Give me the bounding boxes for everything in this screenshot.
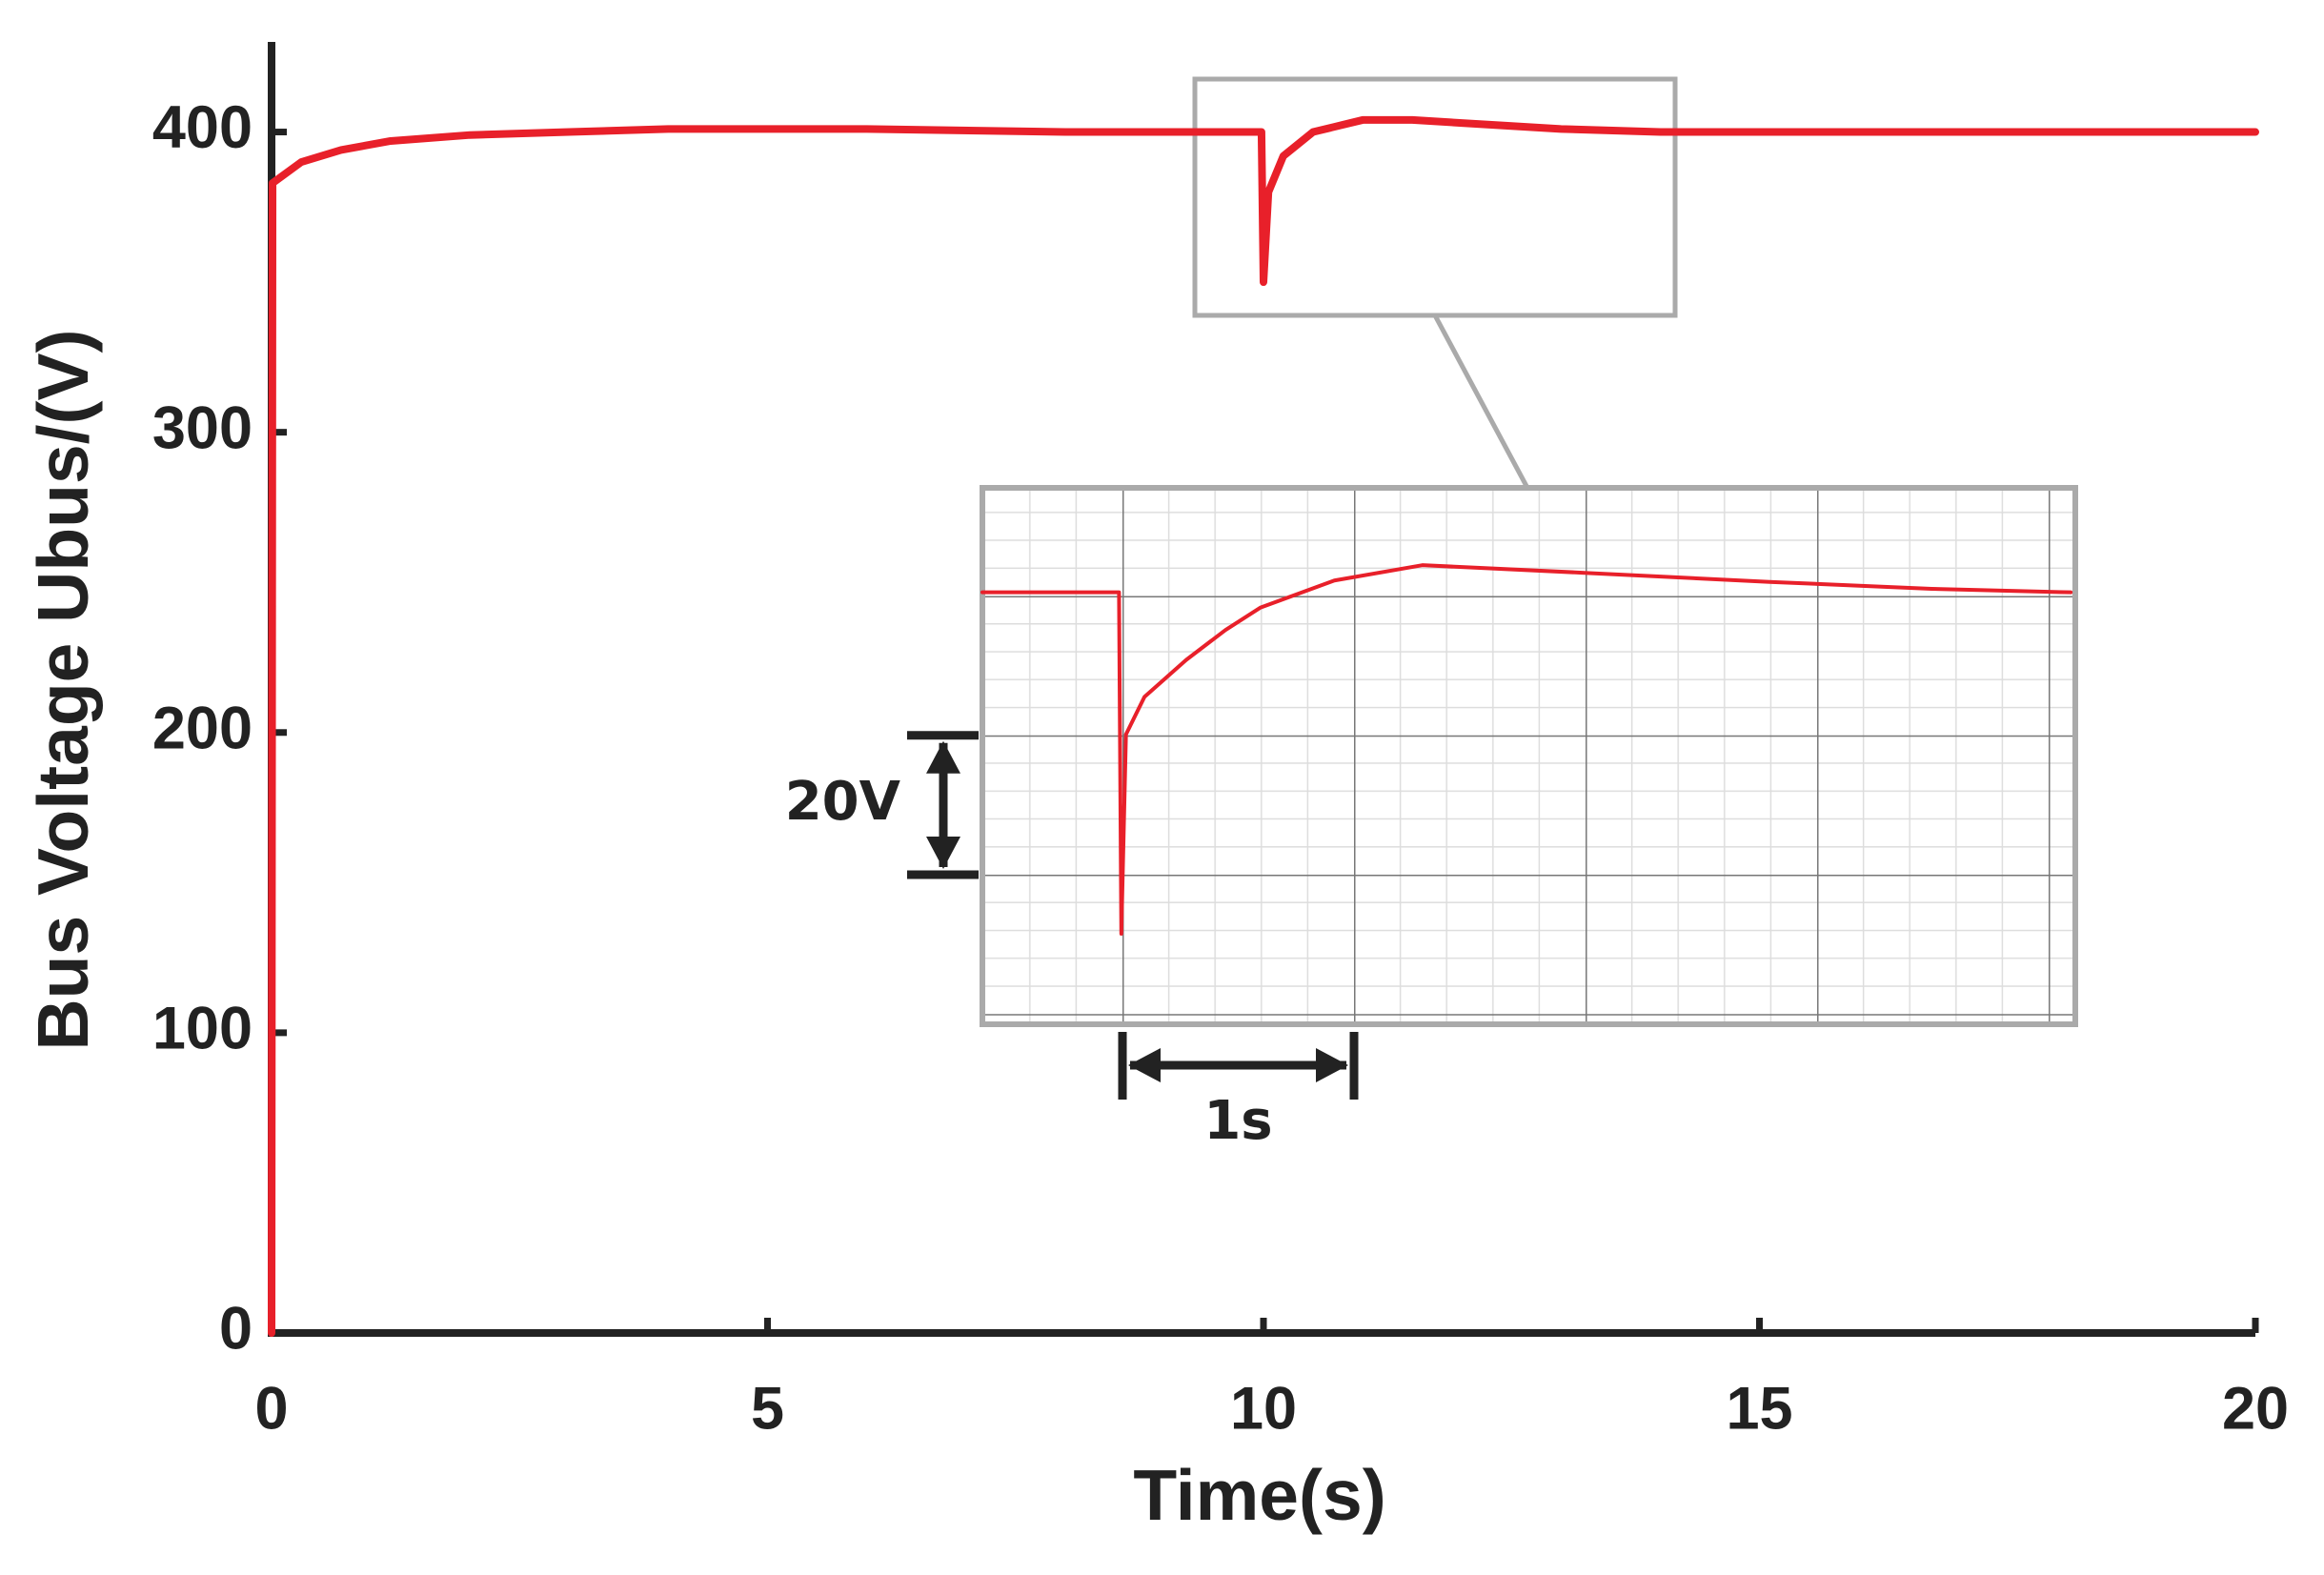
y-tick-label: 400	[152, 94, 253, 161]
line	[980, 563, 2073, 936]
scale-bar-x	[1118, 1032, 1359, 1100]
x-tick-label: 20	[2222, 1376, 2289, 1443]
x-tick-label: 0	[254, 1376, 288, 1443]
x-tick-label: 15	[1726, 1376, 1792, 1443]
zoom-connector	[1432, 313, 1530, 490]
x-tick-label: 10	[1230, 1376, 1297, 1443]
inset-grid	[982, 488, 2075, 1024]
inset-frame	[980, 485, 2078, 1027]
arrowhead	[926, 740, 960, 869]
scale-bar-label: 20V	[785, 771, 901, 833]
x-tick-label: 5	[751, 1376, 784, 1443]
x-axis-title: Time(s)	[1133, 1455, 1385, 1535]
y-tick-label: 0	[219, 1296, 253, 1363]
y-tick-label: 100	[152, 996, 253, 1062]
y-tick-label: 300	[152, 394, 253, 461]
scale-bar-label: 1s	[1203, 1090, 1272, 1152]
line	[268, 115, 2259, 1337]
y-axis-title: Bus Voltage Ubus/(V)	[23, 330, 103, 1051]
y-tick-label: 200	[152, 695, 253, 761]
